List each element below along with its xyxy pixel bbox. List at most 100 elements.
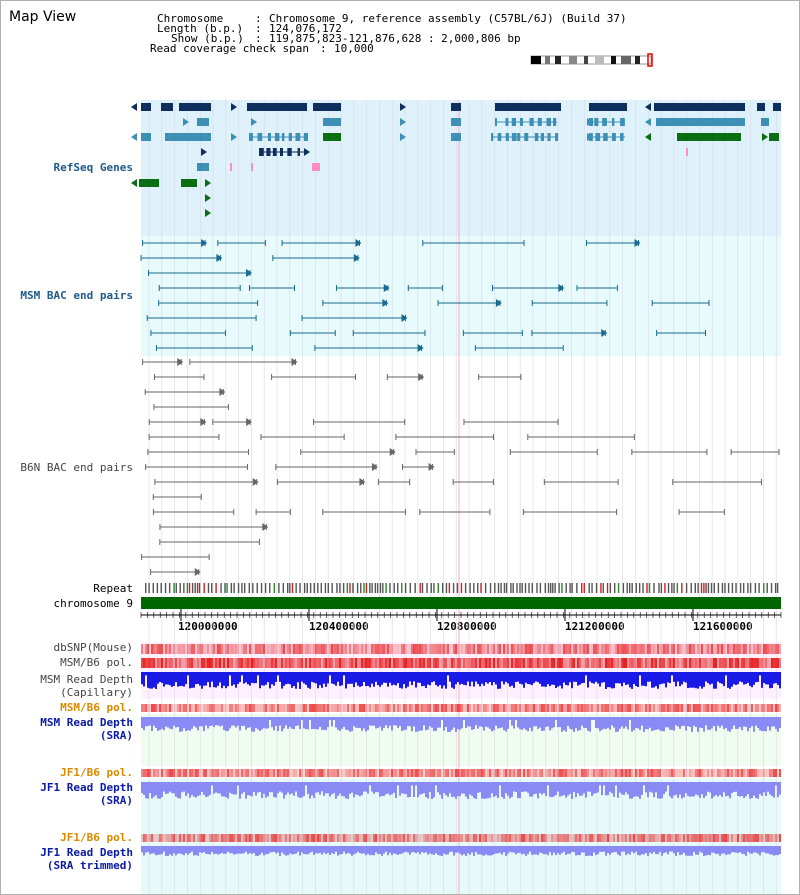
jf1-b6-pol-bin [671,834,673,842]
jf1-depth-sra-bin [417,782,419,798]
msm-b6-pol-bin [169,704,171,712]
jf1-b6-pol-bin [627,834,629,842]
jf1-b6-pol-bin [145,834,147,842]
jf1-depth-sra-bin [537,782,539,799]
repeat-element [437,583,439,593]
msm-depth-sra-bin [459,717,461,730]
jf1-b6-pol-bin [257,769,259,777]
msm-b6-pol-bin [491,704,493,712]
dbsnp-density-bin [197,644,199,654]
msm-depth-sra-bin [145,717,147,727]
dbsnp-density-bin [769,644,771,654]
jf1-b6-pol-bin [685,834,687,842]
jf1-b6-pol-bin [285,769,287,777]
jf1-b6-pol-bin [749,769,751,777]
jf1-depth-sra-bin [531,782,533,797]
jf1-b6-pol-bin [555,769,557,777]
jf1-depth-trimmed-bin [419,846,421,855]
jf1-b6-pol-bin [597,769,599,777]
msm-depth-sra-bin [711,717,713,729]
jf1-depth-sra-bin [201,782,203,792]
msm-depth-sra-bin [281,717,283,732]
msm-b6-pol-bin [327,658,329,668]
msm-b6-pol-bin [559,704,561,712]
jf1-b6-pol-bin [281,834,283,842]
dbsnp-density-bin [709,644,711,654]
msm-b6-pol-bin [155,704,157,712]
jf1-b6-pol-bin [289,769,291,777]
msm-depth-capillary-bin [601,672,603,683]
msm-depth-sra-bin [345,717,347,730]
jf1-depth-sra-bin [677,782,679,798]
jf1-b6-pol-bin [421,834,423,842]
jf1-depth-trimmed-bin [277,846,279,853]
jf1-depth-sra-bin [479,782,481,793]
jf1-depth-sra-bin [771,782,773,797]
jf1-b6-pol-bin [231,834,233,842]
dbsnp-density-bin [207,644,209,654]
msm-depth-capillary-bin [373,672,375,687]
msm-b6-pol-bin [535,704,537,712]
jf1-depth-trimmed-bin [743,846,745,855]
show-key: Show (b.p.) [171,32,244,45]
refseq-gene-exon [288,133,292,141]
chromosome-ideogram[interactable] [529,53,659,67]
msm-b6-pol-bin [347,704,349,712]
jf1-b6-pol-bin [717,834,719,842]
repeat-element [233,583,235,593]
jf1-depth-sra-bin [467,782,469,799]
repeat-element [642,583,644,593]
dbsnp-density-bin [223,644,225,654]
msm-b6-pol-bin [561,658,563,668]
dbsnp-density-bin [181,644,183,654]
jf1-depth-trimmed-bin [651,846,653,854]
msm-depth-capillary-bin [737,672,739,685]
jf1-b6-pol-bin [167,769,169,777]
jf1-depth-trimmed-bin [157,846,159,855]
msm-b6-pol-bin [291,704,293,712]
msm-depth-capillary-bin [357,672,359,686]
jf1-depth-trimmed-bin [681,846,683,855]
repeat-element [456,583,459,593]
jf1-depth-sra-bin [747,782,749,795]
dbsnp-density-bin [745,644,747,654]
colon-2: : [255,22,262,35]
dbsnp-density-bin [749,644,751,654]
dbsnp-density-bin [247,644,249,654]
repeat-element [175,583,177,593]
msm-depth-sra-bin [663,717,665,732]
jf1-b6-pol-bin [425,834,427,842]
jf1-depth-trimmed-bin [563,846,565,852]
jf1-b6-pol-bin [449,834,451,842]
msm-b6-pol-bin [395,704,397,712]
msm-depth-capillary-bin [471,672,473,682]
msm-depth-capillary-bin [521,672,523,685]
jf1-depth-trimmed-bin [535,846,537,855]
jf1-b6-pol-bin [255,834,257,842]
jf1-depth-sra-bin [559,782,561,797]
msm-b6-pol-bin [269,658,271,668]
dbsnp-density-bin [477,644,479,654]
msm-b6-pol-bin [777,658,779,668]
jf1-depth-trimmed-bin [537,846,539,856]
msm-b6-pol-bin [703,658,705,668]
dbsnp-density-bin [149,644,151,654]
msm-depth-sra-bin [687,717,689,727]
jf1-depth-trimmed-bin [457,846,459,853]
refseq-gene-exon [602,118,607,126]
refseq-gene-exon [272,148,277,156]
msm-b6-pol-bin [357,704,359,712]
dbsnp-density-bin [761,644,763,654]
jf1-b6-pol-bin [497,834,499,842]
jf1-b6-pol-bin [545,834,547,842]
msm-b6-pol-bin [613,704,615,712]
msm-b6-pol-bin [189,658,191,668]
repeat-element [464,583,467,593]
jf1-b6-pol-bin [553,834,555,842]
jf1-b6-pol-bin [735,834,737,842]
dbsnp-density-bin [355,644,357,654]
dbsnp-density-bin [231,644,233,654]
refseq-gene-exon [656,118,745,126]
msm-depth-sra-bin [389,717,391,726]
